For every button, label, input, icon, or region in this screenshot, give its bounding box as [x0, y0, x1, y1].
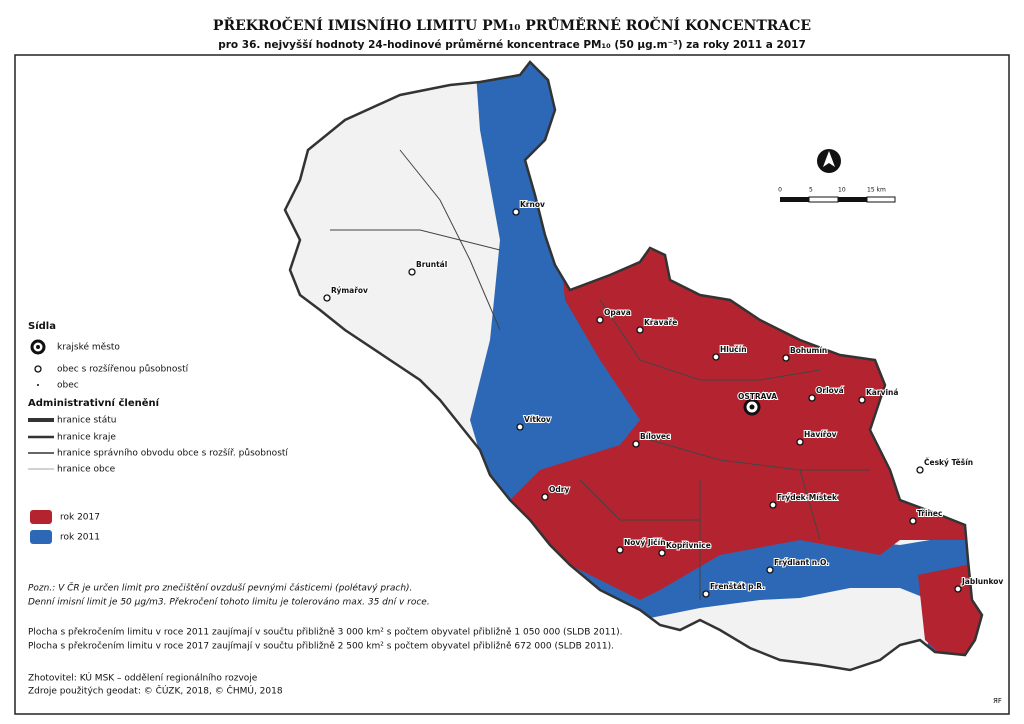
town-marker — [323, 294, 331, 302]
area-note: Plocha s překročením limitu v roce 2017 … — [28, 641, 614, 652]
legend-label: krajské město — [57, 342, 120, 353]
place-label: Jablunkov — [961, 577, 1003, 586]
town-marker — [408, 268, 416, 276]
legend-swatch — [30, 530, 52, 544]
town-marker — [808, 394, 816, 402]
place-label: Karviná — [866, 388, 898, 397]
place-label: Český Těšín — [924, 458, 973, 467]
legend-regional-city-dot — [36, 345, 40, 349]
place-label: Hlučín — [720, 345, 747, 354]
place-label: Nový Jičín — [624, 538, 666, 547]
legend-label: hranice kraje — [57, 433, 116, 443]
town-marker — [909, 517, 917, 525]
town-marker — [766, 566, 774, 574]
legend-village — [37, 384, 39, 386]
place-label: Krnov — [520, 200, 545, 209]
town-marker — [858, 396, 866, 404]
town-marker — [632, 440, 640, 448]
place-label: Opava — [604, 308, 631, 317]
place-label: Kopřivnice — [666, 541, 711, 550]
north-arrow — [817, 149, 841, 173]
area-none — [640, 588, 930, 670]
credit: Zhotovitel: KÚ MSK – oddělení regionální… — [28, 672, 258, 684]
border-inner — [330, 149, 870, 600]
legend-heading: Sídla — [28, 320, 56, 332]
town-marker — [658, 549, 666, 557]
legend-label: obec — [57, 381, 79, 391]
credit: Zdroje použitých geodat: © ČÚZK, 2018, ©… — [28, 685, 283, 697]
town-marker — [954, 585, 962, 593]
town-marker — [702, 590, 710, 598]
place-label: Bruntál — [416, 260, 447, 269]
legend-swatch — [30, 510, 52, 524]
title: PŘEKROČENÍ IMISNÍHO LIMITU PM₁₀ PRŮMĚRNÉ… — [213, 16, 811, 34]
town-marker — [541, 493, 549, 501]
place-label: Rýmařov — [331, 286, 368, 295]
place-label: Bílovec — [640, 432, 670, 441]
regional-city-dot — [749, 404, 755, 410]
place-label: Frenštát p.R. — [710, 582, 765, 591]
legend-label: hranice obce — [57, 465, 116, 475]
place-label: Frýdlant n.O. — [774, 558, 829, 567]
town-marker — [796, 438, 804, 446]
place-label: Třinec — [917, 509, 942, 518]
town-marker — [636, 326, 644, 334]
scale-label: 15 km — [867, 187, 886, 194]
place-label: OSTRAVA — [738, 392, 777, 401]
place-label: Bohumín — [790, 346, 827, 355]
scale-label: 5 — [809, 187, 813, 194]
place-label: Odry — [549, 485, 569, 494]
legend-town — [34, 365, 42, 373]
scale-label: 0 — [778, 187, 782, 194]
legend-label: rok 2011 — [60, 533, 100, 543]
town-marker — [782, 354, 790, 362]
signature: ЯF — [993, 697, 1002, 705]
scale-label: 10 — [838, 187, 846, 194]
legend-label: rok 2017 — [60, 513, 100, 523]
town-marker — [916, 466, 924, 474]
frame — [14, 54, 1010, 715]
town-marker — [712, 353, 720, 361]
note: Denní imisní limit je 50 µg/m3. Překroče… — [28, 597, 430, 608]
legend-label: hranice správního obvodu obce s rozšíř. … — [57, 448, 288, 459]
legend-label: hranice státu — [57, 416, 116, 426]
town-marker — [516, 423, 524, 431]
legend-label: obec s rozšířenou působností — [57, 364, 189, 375]
place-label: Frýdek-Místek — [777, 493, 838, 502]
place-label: Orlová — [816, 386, 844, 395]
place-label: Havířov — [804, 430, 837, 439]
legend-heading: Administrativní členění — [28, 397, 160, 409]
town-marker — [616, 546, 624, 554]
place-label: Vítkov — [524, 415, 551, 424]
town-marker — [512, 208, 520, 216]
map: Krnov Bruntál Rýmařov Opava Kravaře Hlučín Boh… — [283, 60, 1004, 672]
town-marker — [769, 501, 777, 509]
scale-bar: 0 5 10 15 km — [778, 187, 896, 203]
subtitle: pro 36. nejvyšší hodnoty 24-hodinové prů… — [218, 38, 806, 51]
area-note: Plocha s překročením limitu v roce 2011 … — [28, 627, 623, 638]
place-label: Kravaře — [644, 318, 677, 327]
note: Pozn.: V ČR je určen limit pro znečištěn… — [28, 582, 412, 594]
town-marker — [596, 316, 604, 324]
border-region — [283, 60, 984, 672]
